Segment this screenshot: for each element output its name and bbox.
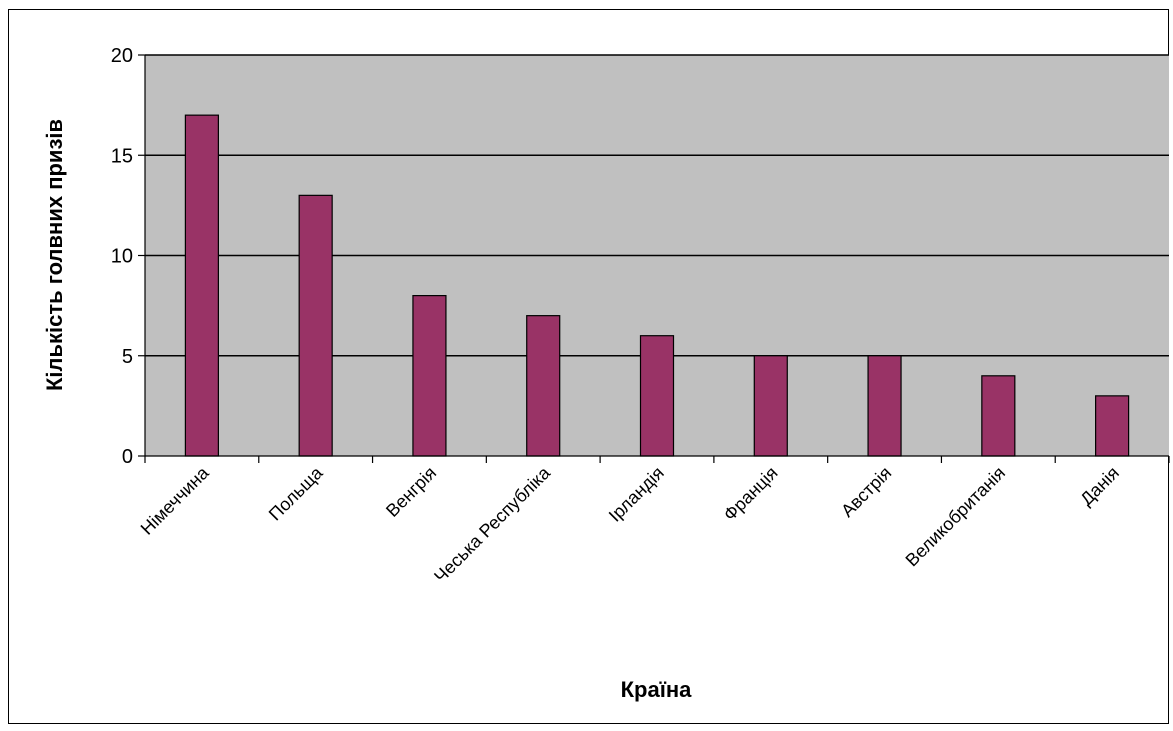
x-tick-label: Німеччина — [137, 462, 214, 539]
x-tick-label: Ірландія — [605, 463, 668, 526]
bar — [867, 355, 902, 457]
x-tick-label: Данія — [1076, 463, 1123, 510]
bar — [298, 194, 333, 457]
y-tick-label: 15 — [111, 145, 133, 167]
x-tick-label: Великобританія — [902, 463, 1010, 571]
x-tick-label: Чеська Республіка — [430, 462, 555, 587]
y-tick-label: 5 — [122, 346, 133, 368]
x-axis-label: Країна — [621, 677, 693, 702]
y-tick-labels: 0 5 10 15 20 — [111, 45, 133, 468]
y-axis-label: Кількість голвних призів — [42, 119, 67, 391]
bar — [981, 375, 1016, 457]
bar — [1095, 395, 1130, 457]
x-tick-label: Польща — [265, 462, 327, 524]
bar — [639, 335, 675, 457]
bar — [753, 355, 788, 457]
bar — [526, 315, 561, 457]
y-tick-label: 0 — [122, 446, 133, 468]
x-tick-label: Австрія — [837, 463, 895, 521]
axes — [138, 54, 1170, 463]
bar — [184, 114, 219, 457]
bar — [412, 295, 447, 457]
bars — [184, 114, 1130, 457]
y-tick-label: 10 — [111, 246, 133, 268]
y-tick-label: 20 — [111, 45, 133, 67]
x-tick-label: Венгрія — [382, 463, 440, 521]
x-tick-label: Франція — [720, 463, 782, 525]
